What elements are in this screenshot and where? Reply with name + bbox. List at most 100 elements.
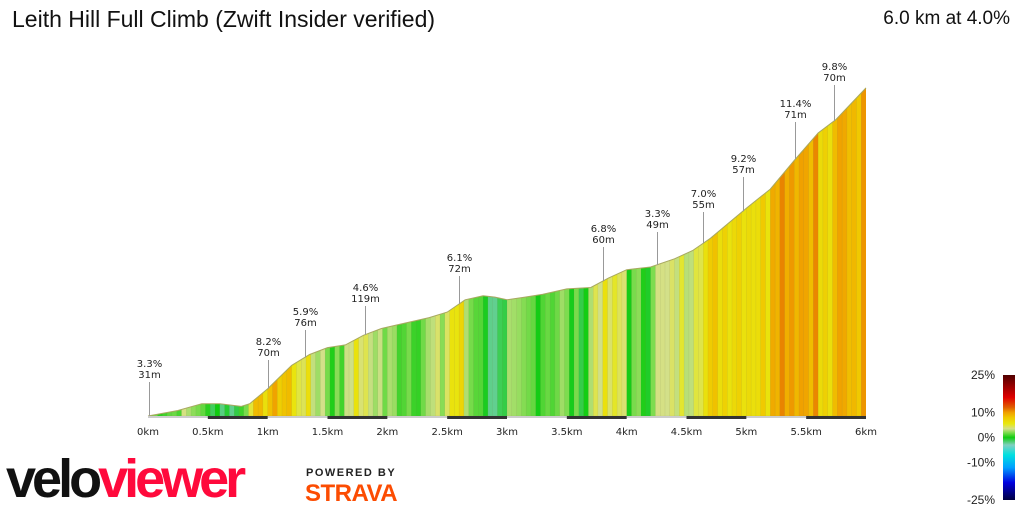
profile-strip xyxy=(435,87,441,417)
profile-strip xyxy=(430,87,436,417)
profile-strip xyxy=(324,87,331,417)
profile-strip xyxy=(339,87,346,417)
profile-strip xyxy=(248,87,255,417)
profile-strip xyxy=(315,87,322,417)
profile-strip xyxy=(171,87,178,417)
profile-strip xyxy=(473,87,480,417)
profile-strip xyxy=(554,87,561,417)
profile-strip xyxy=(162,87,168,417)
profile-strip xyxy=(760,87,767,417)
profile-strip xyxy=(224,87,231,417)
x-tick-label: 2km xyxy=(376,427,398,438)
annotation-length: 70m xyxy=(257,348,279,359)
profile-strip xyxy=(454,87,460,417)
x-tick-label: 4.5km xyxy=(671,427,702,438)
profile-strip xyxy=(186,87,192,417)
profile-strip xyxy=(583,87,590,417)
legend-label: 10% xyxy=(971,406,995,420)
profile-strip xyxy=(750,87,757,417)
profile-strip xyxy=(348,87,355,417)
profile-strip xyxy=(425,87,432,417)
profile-strip xyxy=(669,87,676,417)
profile-strip xyxy=(468,87,475,417)
profile-strip xyxy=(856,87,863,417)
profile-strip xyxy=(406,87,413,417)
annotation-grade: 4.6% xyxy=(353,283,378,294)
axis-km-band xyxy=(207,416,268,419)
annotation-length: 60m xyxy=(592,235,614,246)
profile-strip xyxy=(229,87,235,417)
profile-strip xyxy=(387,87,393,417)
climb-summary: 6.0 km at 4.0% xyxy=(883,8,1010,29)
profile-strip xyxy=(578,87,585,417)
legend-label: 0% xyxy=(978,431,996,445)
annotation-grade: 8.2% xyxy=(256,337,281,348)
profile-strip xyxy=(205,87,211,417)
profile-strip xyxy=(262,87,269,417)
profile-strip xyxy=(277,87,283,417)
profile-strip xyxy=(439,87,446,417)
profile-strip xyxy=(765,87,772,417)
annotation-grade: 11.4% xyxy=(780,99,812,110)
x-tick-label: 1.5km xyxy=(312,427,343,438)
annotation-grade: 3.3% xyxy=(645,209,670,220)
profile-strip xyxy=(334,87,341,417)
x-tick-label: 3.5km xyxy=(551,427,582,438)
profile-strip xyxy=(358,87,365,417)
legend-label: -25% xyxy=(967,493,995,507)
annotation-grade: 5.9% xyxy=(293,307,318,318)
profile-strip xyxy=(401,87,408,417)
profile-strip xyxy=(779,87,786,417)
profile-strip xyxy=(798,87,805,417)
profile-strip xyxy=(693,87,700,417)
annotation-length: 70m xyxy=(823,73,845,84)
annotation-length: 31m xyxy=(138,370,160,381)
profile-strip xyxy=(291,87,298,417)
profile-strips xyxy=(148,87,866,417)
profile-strip xyxy=(382,87,389,417)
axis-km-band xyxy=(686,416,747,419)
profile-strip xyxy=(626,87,633,417)
x-tick-label: 1km xyxy=(257,427,279,438)
x-tick-label: 0.5km xyxy=(192,427,223,438)
profile-strip xyxy=(789,87,796,417)
profile-strip xyxy=(329,87,336,417)
page-title: Leith Hill Full Climb (Zwift Insider ver… xyxy=(12,6,436,32)
profile-strip xyxy=(286,87,293,417)
annotation-length: 72m xyxy=(448,264,470,275)
profile-strip xyxy=(741,87,748,417)
x-axis: 0km 0.5km 1km 1.5km 2km 2.5km 3km 3.5km 4km 4.5km… xyxy=(137,416,877,438)
profile-strip xyxy=(219,87,226,417)
legend-label: -10% xyxy=(967,456,995,470)
annotation-grade: 6.8% xyxy=(591,224,616,235)
profile-strip xyxy=(233,87,240,417)
profile-strip xyxy=(832,87,839,417)
profile-strip xyxy=(712,87,719,417)
profile-strip xyxy=(502,87,508,417)
profile-strip xyxy=(674,87,681,417)
profile-strip xyxy=(253,87,259,417)
profile-strip xyxy=(525,87,532,417)
strava-logo: STRAVA xyxy=(305,480,398,507)
legend-label: 25% xyxy=(971,368,995,382)
x-tick-label: 2.5km xyxy=(431,427,462,438)
profile-strip xyxy=(770,87,776,417)
veloviewer-logo: veloviewer xyxy=(6,449,246,509)
profile-strip xyxy=(411,87,417,417)
profile-strip xyxy=(755,87,762,417)
annotation-grade: 7.0% xyxy=(691,189,716,200)
profile-strip xyxy=(731,87,738,417)
profile-strip xyxy=(794,87,800,417)
x-tick-label: 0km xyxy=(137,427,159,438)
powered-by-label: POWERED BY xyxy=(306,467,397,479)
profile-strip xyxy=(545,87,551,417)
logo-velo: velo xyxy=(6,449,102,509)
annotations: 3.3%31m8.2%70m5.9%76m4.6%119m6.1%72m6.8%… xyxy=(137,62,847,416)
profile-strip xyxy=(482,87,489,417)
profile-strip xyxy=(209,87,216,417)
annotation-grade: 9.8% xyxy=(822,62,847,73)
profile-strip xyxy=(827,87,834,417)
logo-viewer: viewer xyxy=(98,449,246,509)
profile-strip xyxy=(621,87,628,417)
